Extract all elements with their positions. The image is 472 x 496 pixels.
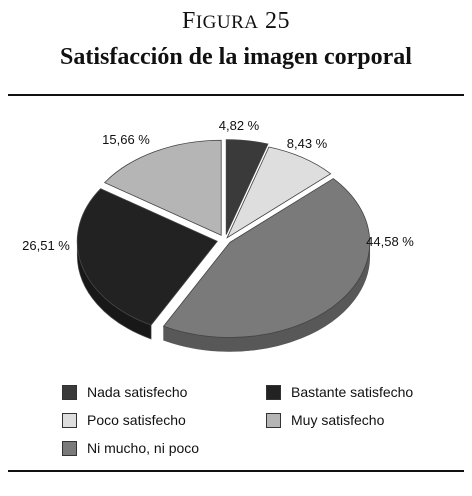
- legend-swatch-0: [62, 384, 77, 400]
- slice-label-4: 15,66 %: [102, 132, 150, 147]
- pie-tops: [76, 139, 371, 338]
- pie-slice-2: [162, 178, 371, 338]
- pie-chart: 4,82 % 8,43 % 44,58 % 26,51 % 15,66 %: [22, 118, 414, 352]
- top-rule: [8, 94, 464, 96]
- legend-label-3: Muy satisfecho: [291, 412, 385, 428]
- slice-label-0: 4,82 %: [219, 118, 260, 133]
- legend-swatch-2: [62, 412, 77, 428]
- slice-label-3: 26,51 %: [22, 238, 70, 253]
- legend-label-4: Ni mucho, ni poco: [87, 440, 200, 456]
- figure-label: FIGURA 25: [0, 8, 472, 35]
- bottom-rule: [8, 470, 464, 472]
- chart-legend: Nada satisfecho Bastante satisfecho Poco…: [0, 380, 472, 462]
- slice-label-2: 44,58 %: [366, 234, 414, 249]
- slice-label-1: 8,43 %: [287, 136, 328, 151]
- legend-item-2: Poco satisfecho: [62, 412, 186, 428]
- figure-label-rest: IGURA: [195, 12, 259, 33]
- pie-slice-1: [226, 146, 332, 239]
- figure-label-initial: F: [181, 8, 196, 34]
- pie-slice-0: [225, 139, 269, 235]
- legend-label-1: Bastante satisfecho: [291, 384, 414, 400]
- legend-item-0: Nada satisfecho: [62, 384, 187, 400]
- legend-swatch-1: [266, 384, 281, 400]
- legend-label-0: Nada satisfecho: [87, 384, 188, 400]
- legend-swatch-3: [266, 412, 281, 428]
- legend-label-2: Poco satisfecho: [87, 412, 186, 428]
- chart-title: Satisfacción de la imagen corporal: [60, 44, 412, 70]
- pie-slice-4: [103, 139, 222, 236]
- figure-number: 25: [265, 8, 291, 34]
- legend-item-3: Muy satisfecho: [266, 412, 384, 428]
- legend-swatch-4: [62, 440, 77, 456]
- pie-slice-3: [76, 188, 218, 326]
- legend-item-1: Bastante satisfecho: [266, 384, 413, 400]
- legend-item-4: Ni mucho, ni poco: [62, 440, 199, 456]
